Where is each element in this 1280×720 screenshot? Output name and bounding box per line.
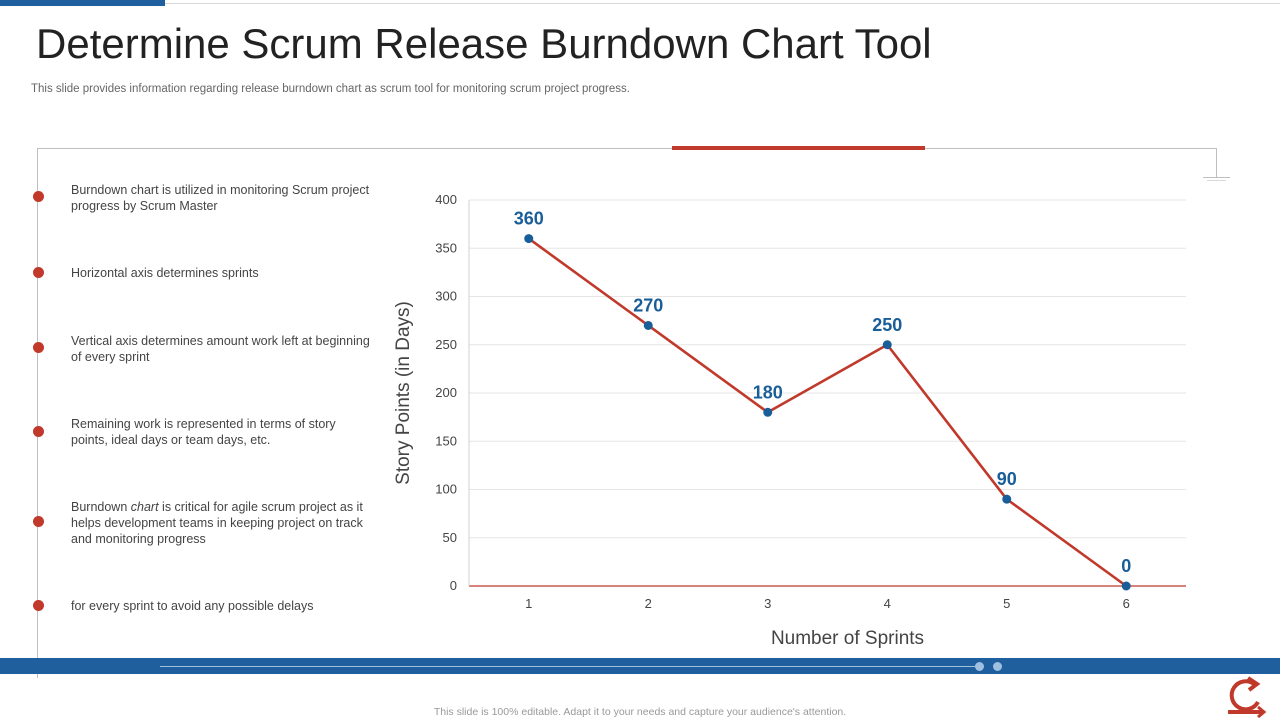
page-subtitle: This slide provides information regardin…	[31, 83, 630, 95]
x-tick-label: 2	[645, 596, 652, 611]
footer-note: This slide is 100% editable. Adapt it to…	[433, 706, 847, 718]
y-tick-label: 350	[435, 240, 457, 255]
bullet-dot	[33, 426, 44, 437]
x-axis-label: Number of Sprints	[771, 628, 924, 649]
frame-left-line	[37, 148, 38, 678]
bullet-dot	[33, 516, 44, 527]
x-tick-label: 3	[764, 596, 771, 611]
y-axis-label: Story Points (in Days)	[393, 301, 414, 485]
bullet-item: for every sprint to avoid any possible d…	[71, 599, 314, 613]
red-accent-bar	[672, 146, 925, 150]
bullet-dot	[33, 342, 44, 353]
data-point	[524, 234, 534, 244]
data-point	[643, 320, 653, 330]
bullet-item: Vertical axis determines amount work lef…	[71, 334, 370, 364]
data-label: 0	[1121, 556, 1131, 576]
y-tick-label: 300	[435, 289, 457, 304]
x-tick-label: 5	[1003, 596, 1010, 611]
y-tick-label: 0	[450, 578, 457, 593]
top-accent-bar	[0, 0, 165, 6]
bullet-item: Burndown chart is utilized in monitoring…	[71, 183, 370, 213]
y-tick-label: 250	[435, 337, 457, 352]
bullet-dot	[33, 267, 44, 278]
band-dot	[993, 662, 1002, 671]
x-tick-label: 6	[1123, 596, 1130, 611]
bullet-item: Remaining work is represented in terms o…	[71, 417, 336, 447]
bullet-dot	[33, 600, 44, 611]
burndown-chart: 0 50 100 150 200 250 300 350 400 1 2 3 4 5 6 360 270 180 2…	[393, 192, 1186, 649]
y-tick-label: 100	[435, 482, 457, 497]
data-point	[882, 340, 892, 350]
band-progress-line	[160, 666, 975, 667]
y-tick-label: 50	[443, 530, 457, 545]
x-tick-label: 1	[525, 596, 532, 611]
scrum-cycle-icon	[1228, 676, 1267, 718]
data-point	[763, 407, 773, 417]
data-label: 90	[997, 469, 1017, 489]
data-label: 360	[514, 209, 544, 229]
frame-top-line	[37, 148, 1217, 149]
bullet-item: Burndown chart is critical for agile scr…	[71, 500, 363, 546]
data-label: 180	[753, 382, 783, 402]
data-point	[1121, 581, 1131, 591]
frame-right-tick	[1203, 177, 1230, 178]
frame-right-tick-minor	[1207, 180, 1226, 181]
y-tick-label: 200	[435, 385, 457, 400]
frame-right-line	[1216, 148, 1217, 178]
band-dot	[975, 662, 984, 671]
series-line	[527, 237, 1128, 588]
y-tick-label: 150	[435, 433, 457, 448]
y-tick-label: 400	[435, 192, 457, 207]
top-rule	[0, 3, 1280, 4]
bullet-item: Horizontal axis determines sprints	[71, 266, 259, 280]
data-point	[1002, 494, 1012, 504]
page-title: Determine Scrum Release Burndown Chart T…	[36, 20, 932, 67]
data-label: 270	[633, 295, 663, 315]
x-tick-label: 4	[884, 596, 891, 611]
bullet-dot	[33, 191, 44, 202]
data-label: 250	[872, 315, 902, 335]
